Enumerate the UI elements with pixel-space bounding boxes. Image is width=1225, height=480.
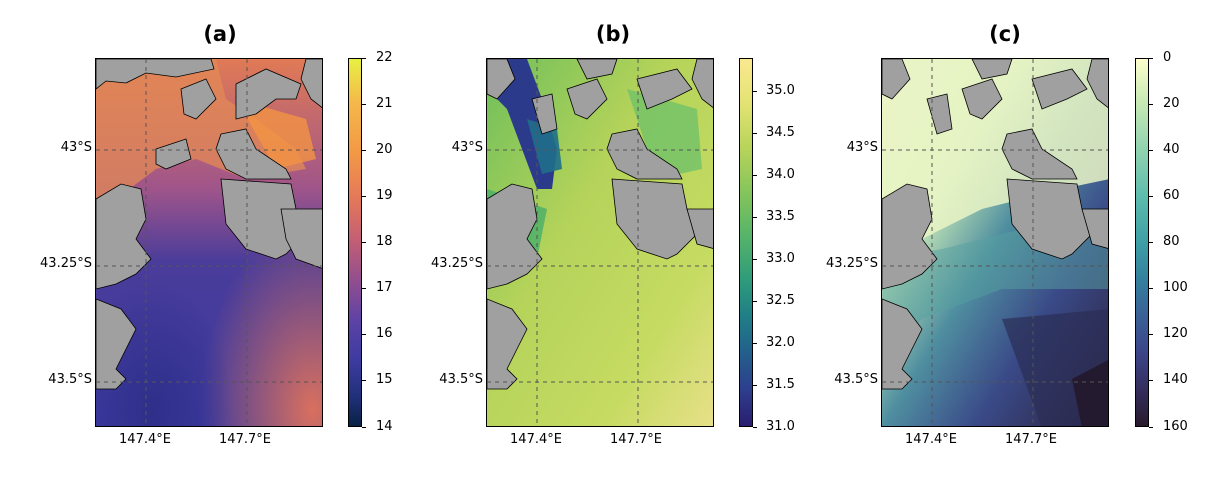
colorbar-tick: [1149, 288, 1153, 289]
colorbar-tick: [753, 217, 757, 218]
colorbar-label: 60: [1163, 188, 1180, 203]
colorbar-tick: [753, 175, 757, 176]
land: [882, 59, 1108, 390]
colorbar-tick: [1149, 104, 1153, 105]
colorbar-label: 22: [376, 50, 393, 65]
lat-label-43-25s: 43.25°S: [431, 256, 483, 271]
land: [487, 59, 713, 390]
colorbar-label: 20: [1163, 96, 1180, 111]
colorbar-tick: [362, 288, 366, 289]
colorbar-tick: [362, 150, 366, 151]
colorbar-label: 33.5: [766, 209, 795, 224]
colorbar-label: 35.0: [766, 83, 795, 98]
colorbar-tick: [1149, 196, 1153, 197]
panel-c: (c): [785, 0, 1188, 480]
colorbar-label: 14: [376, 419, 393, 434]
colorbar-label: 0: [1163, 50, 1172, 65]
colorbar-label: 34.5: [766, 125, 795, 140]
lon-label-147-4e: 147.4°E: [510, 432, 562, 447]
colorbar-tick: [1149, 380, 1153, 381]
land: [96, 59, 322, 390]
lat-label-43-25s: 43.25°S: [40, 256, 92, 271]
colorbar-label: 33.0: [766, 251, 795, 266]
panel-b: (b): [390, 0, 795, 480]
colorbar-salinity: [739, 58, 753, 427]
colorbar-label: 31.5: [766, 377, 795, 392]
graticule: [96, 59, 322, 426]
colorbar-tick: [1149, 58, 1153, 59]
colorbar-label: 140: [1163, 372, 1188, 387]
colorbar-label: 16: [376, 326, 393, 341]
colorbar-label: 17: [376, 280, 393, 295]
panel-title: (b): [595, 22, 631, 46]
colorbar-tick: [362, 334, 366, 335]
colorbar-tick: [362, 380, 366, 381]
colorbar-label: 19: [376, 188, 393, 203]
colorbar-tick: [362, 196, 366, 197]
colorbar-label: 20: [376, 142, 393, 157]
graticule: [487, 59, 713, 426]
panel-title: (c): [989, 22, 1021, 46]
colorbar-tick: [1149, 242, 1153, 243]
colorbar-label: 100: [1163, 280, 1188, 295]
colorbar-tick: [1149, 150, 1153, 151]
colorbar-depth: [1135, 58, 1149, 427]
colorbar-tick: [1149, 427, 1153, 428]
colorbar-label: 40: [1163, 142, 1180, 157]
map-temperature: [95, 58, 323, 427]
colorbar-tick: [362, 104, 366, 105]
lat-label-43-5s: 43.5°S: [48, 372, 92, 387]
lon-label-147-7e: 147.7°E: [1005, 432, 1057, 447]
colorbar-tick: [753, 301, 757, 302]
lon-label-147-4e: 147.4°E: [119, 432, 171, 447]
colorbar-label: 32.5: [766, 293, 795, 308]
lat-label-43-5s: 43.5°S: [834, 372, 878, 387]
lon-label-147-7e: 147.7°E: [219, 432, 271, 447]
colorbar-temperature: [348, 58, 362, 427]
colorbar-tick: [362, 58, 366, 59]
colorbar-tick: [753, 91, 757, 92]
panel-title: (a): [203, 22, 237, 46]
colorbar-label: 160: [1163, 419, 1188, 434]
colorbar-tick: [753, 427, 757, 428]
colorbar-label: 21: [376, 96, 393, 111]
colorbar-tick: [362, 242, 366, 243]
lat-label-43s: 43°S: [846, 140, 878, 155]
colorbar-label: 15: [376, 372, 393, 387]
graticule: [882, 59, 1108, 426]
colorbar-label: 32.0: [766, 335, 795, 350]
colorbar-tick: [362, 427, 366, 428]
lat-label-43-25s: 43.25°S: [826, 256, 878, 271]
colorbar-label: 120: [1163, 326, 1188, 341]
colorbar-tick: [753, 343, 757, 344]
colorbar-label: 34.0: [766, 167, 795, 182]
colorbar-tick: [753, 259, 757, 260]
colorbar-tick: [1149, 334, 1153, 335]
lat-label-43s: 43°S: [451, 140, 483, 155]
colorbar-label: 18: [376, 234, 393, 249]
map-depth: [881, 58, 1109, 427]
colorbar-label: 31.0: [766, 419, 795, 434]
panel-a: (a): [0, 0, 400, 480]
colorbar-tick: [753, 385, 757, 386]
colorbar-label: 80: [1163, 234, 1180, 249]
lon-label-147-7e: 147.7°E: [610, 432, 662, 447]
lat-label-43s: 43°S: [60, 140, 92, 155]
lat-label-43-5s: 43.5°S: [439, 372, 483, 387]
lon-label-147-4e: 147.4°E: [905, 432, 957, 447]
colorbar-tick: [753, 133, 757, 134]
map-salinity: [486, 58, 714, 427]
